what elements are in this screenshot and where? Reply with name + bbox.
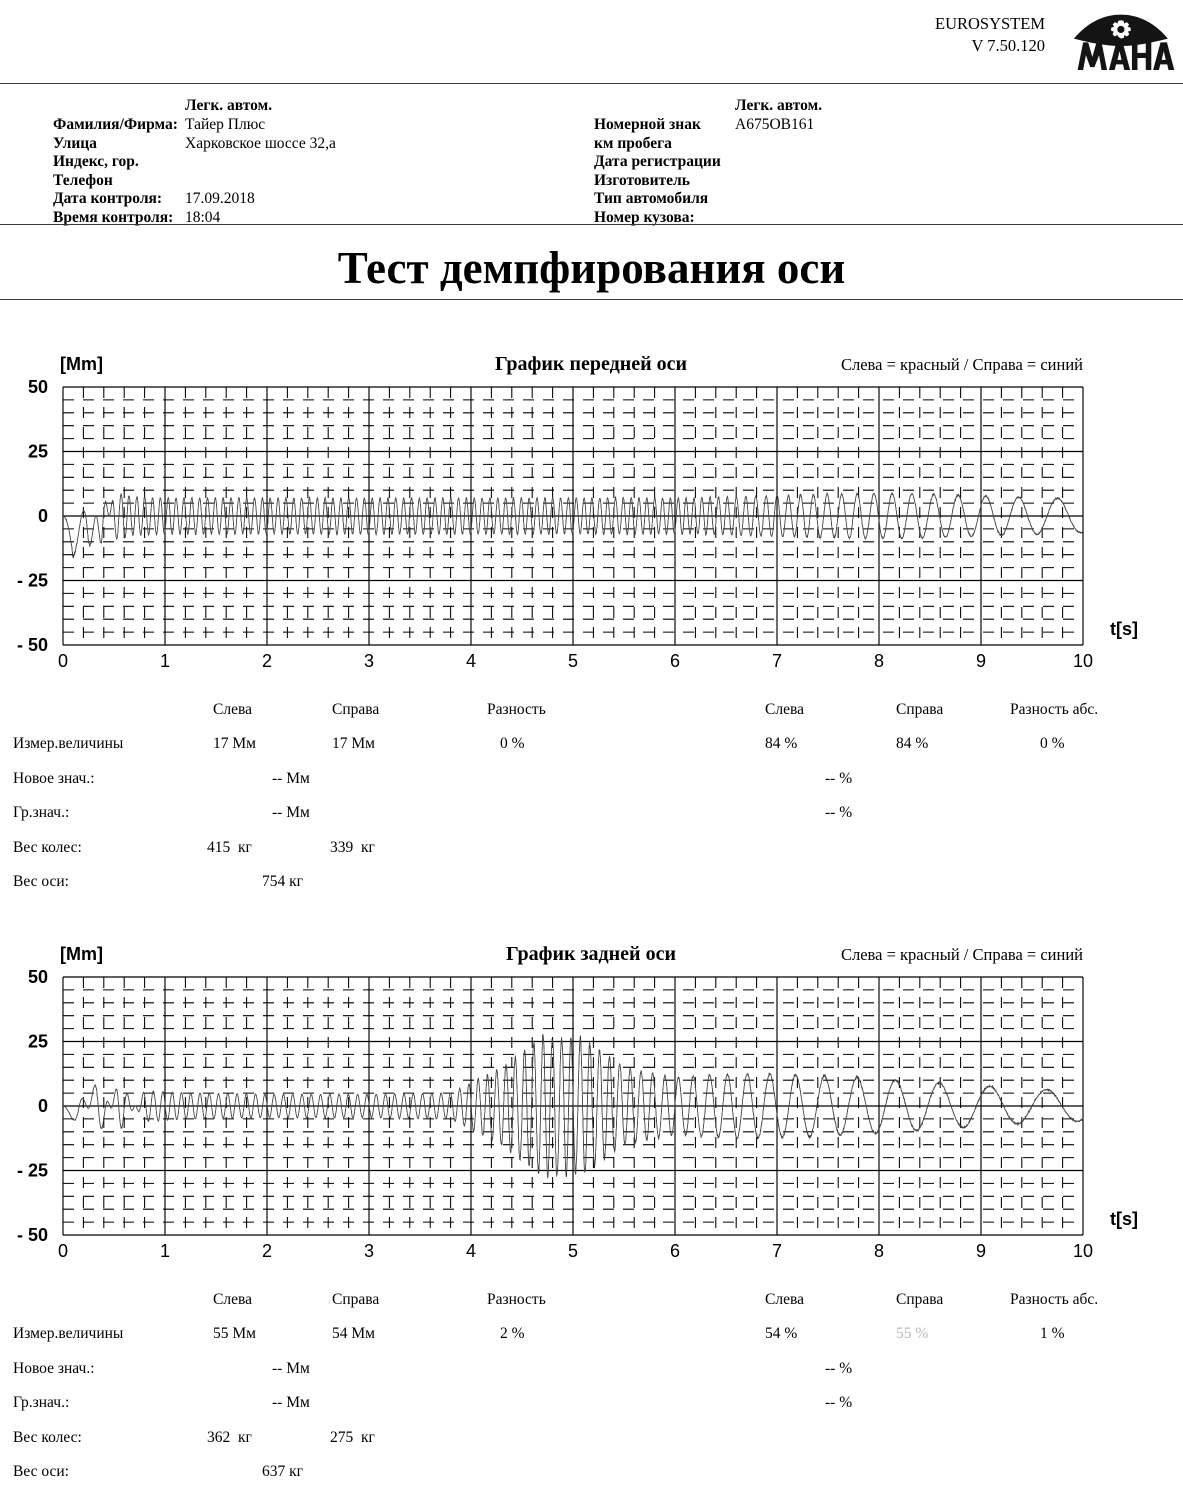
svg-text:50: 50 <box>28 967 48 987</box>
svg-text:График задней оси: График задней оси <box>506 943 676 965</box>
svg-text:6: 6 <box>670 1241 680 1261</box>
svg-text:3: 3 <box>364 1241 374 1261</box>
svg-text:[Mm]: [Mm] <box>60 944 103 964</box>
svg-text:10: 10 <box>1073 1241 1093 1261</box>
svg-text:4: 4 <box>466 1241 476 1261</box>
svg-text:8: 8 <box>874 1241 884 1261</box>
svg-text:- 25: - 25 <box>17 1161 48 1181</box>
svg-text:7: 7 <box>772 1241 782 1261</box>
svg-text:5: 5 <box>568 1241 578 1261</box>
svg-text:- 50: - 50 <box>17 1225 48 1245</box>
svg-text:0: 0 <box>38 1096 48 1116</box>
svg-text:9: 9 <box>976 1241 986 1261</box>
svg-text:Слева = красный / Справа = син: Слева = красный / Справа = синий <box>841 945 1083 964</box>
svg-text:t[s]: t[s] <box>1110 1209 1138 1229</box>
svg-text:2: 2 <box>262 1241 272 1261</box>
svg-text:0: 0 <box>58 1241 68 1261</box>
svg-text:1: 1 <box>160 1241 170 1261</box>
svg-text:25: 25 <box>28 1032 48 1052</box>
